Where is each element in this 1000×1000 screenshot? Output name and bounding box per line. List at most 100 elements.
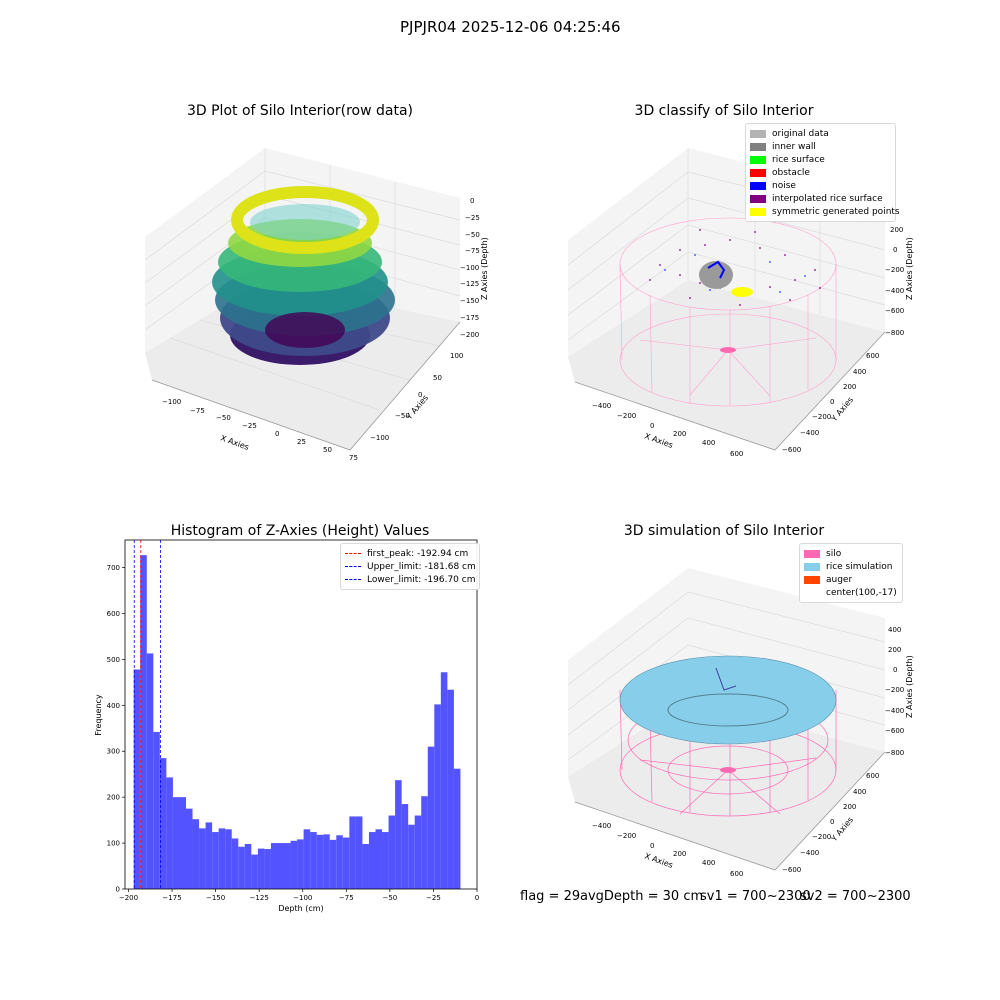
svg-text:−200: −200 [885, 686, 904, 694]
footer-sv2: sv2 = 700~2300 [800, 889, 911, 904]
histogram-bar [244, 843, 252, 889]
histogram-bar [146, 653, 154, 889]
svg-text:400: 400 [702, 859, 715, 867]
svg-text:−600: −600 [885, 727, 904, 735]
svg-text:−600: −600 [782, 446, 801, 454]
svg-text:200: 200 [673, 850, 686, 858]
histogram-bar [205, 822, 213, 889]
histogram-xtick-label: −125 [250, 894, 269, 902]
simulation-plot-title: 3D simulation of Silo Interior [623, 523, 825, 539]
legend-swatch [804, 589, 820, 597]
legend-entry: noise [750, 179, 891, 192]
histogram-bar [199, 828, 206, 889]
histogram-xtick-label: −150 [206, 894, 225, 902]
histogram-bar [264, 849, 271, 889]
histogram-bar [310, 832, 317, 889]
histogram-xtick-label: −200 [119, 894, 138, 902]
histogram-bar [401, 804, 409, 889]
svg-text:600: 600 [866, 352, 879, 360]
histogram-bar [427, 746, 435, 889]
histogram-bar [368, 832, 376, 889]
svg-text:400: 400 [853, 788, 866, 796]
histogram-bar [270, 843, 278, 889]
histogram-bar [362, 843, 369, 889]
raw-x-ticks: −100 −75 −50 −25 0 25 50 75 [162, 398, 358, 462]
simulation-y-ticks: −600 −400 −200 0 200 400 600 [782, 772, 879, 874]
svg-text:−400: −400 [800, 429, 819, 437]
histogram-bar [382, 832, 389, 889]
histogram-xtick-label: 0 [475, 894, 479, 902]
svg-text:−400: −400 [885, 707, 904, 715]
histogram-bar [290, 840, 298, 889]
classify-axis-lines [574, 331, 886, 451]
classify-y-ticks: −600 −400 −200 0 200 400 600 [782, 352, 879, 454]
footer-avg-depth: avgDepth = 30 cm [580, 889, 704, 904]
svg-text:400: 400 [888, 626, 901, 634]
raw-xtick: 50 [323, 446, 332, 454]
svg-text:0: 0 [830, 398, 834, 406]
histogram-bar [166, 777, 173, 889]
histogram-bar [434, 704, 441, 889]
histogram-bar [329, 839, 337, 889]
histogram-reference-lines [133, 540, 161, 889]
legend-entry: Lower_limit: -196.70 cm [345, 573, 475, 586]
histogram-bar [408, 824, 415, 889]
simulation-rice-surface [619, 655, 837, 745]
legend-swatch [750, 181, 766, 190]
classify-z-label: Z Axies (Depth) [905, 237, 914, 300]
simulation-z-ticks: 400 200 0 −200 −400 −600 −800 [885, 626, 904, 757]
legend-swatch [804, 549, 820, 558]
histogram-bar [251, 854, 258, 889]
svg-text:600: 600 [730, 870, 743, 878]
histogram-y-label: Frequency [94, 694, 103, 736]
histogram-bar [349, 816, 356, 889]
raw-xtick: 0 [275, 430, 279, 438]
svg-text:−800: −800 [885, 749, 904, 757]
svg-text:200: 200 [673, 430, 686, 438]
raw-ytick: −50 [395, 412, 410, 420]
svg-text:200: 200 [843, 803, 856, 811]
simulation-x-ticks: −400 −200 0 200 400 600 [592, 822, 743, 878]
histogram-ytick-label: 100 [107, 840, 120, 848]
histogram-xtick-label: −25 [426, 894, 441, 902]
svg-text:600: 600 [730, 450, 743, 458]
legend-entry: first_peak: -192.94 cm [345, 547, 475, 560]
raw-axis-lines [151, 321, 461, 451]
raw-ztick: −150 [460, 297, 479, 305]
histogram-y-ticks: 0 100 200 300 400 500 600 700 [107, 564, 125, 894]
svg-text:−400: −400 [592, 402, 611, 410]
svg-text:−200: −200 [617, 832, 636, 840]
raw-y-ticks: −100 −50 0 50 100 [370, 352, 463, 442]
histogram-bar [297, 839, 304, 889]
histogram-bar [323, 834, 330, 889]
legend-swatch [750, 129, 766, 138]
histogram-bar [447, 689, 454, 889]
classify-noise-points [664, 254, 806, 293]
legend-entry: inner wall [750, 140, 891, 153]
histogram-bar [218, 828, 226, 889]
histogram-x-label: Depth (cm) [278, 904, 323, 913]
classify-x-ticks: −400 −200 0 200 400 600 [592, 402, 743, 458]
histogram-bar [375, 829, 383, 889]
histogram-xtick-label: −100 [293, 894, 312, 902]
legend-line [345, 553, 361, 554]
simulation-axis-lines [574, 751, 886, 871]
histogram-x-ticks: −200 −175 −150 −125 −100 −75 −50 −25 0 [119, 889, 479, 902]
raw-ztick: −125 [460, 280, 479, 288]
histogram-title: Histogram of Z-Axies (Height) Values [170, 523, 430, 539]
simulation-floor-pane [568, 700, 885, 870]
histogram-bar [185, 808, 193, 889]
histogram-bar [277, 843, 285, 889]
classify-plot-title: 3D classify of Silo Interior [634, 103, 814, 119]
svg-text:−200: −200 [812, 413, 831, 421]
classify-noise-cluster [707, 260, 726, 279]
legend-swatch [750, 194, 766, 203]
histogram-bar [192, 819, 200, 889]
histogram-bars [133, 555, 461, 889]
histogram-bar [303, 829, 311, 889]
svg-text:−200: −200 [617, 412, 636, 420]
classify-inner-wall-blob [699, 261, 733, 289]
classify-silo-wireframe [619, 217, 837, 407]
